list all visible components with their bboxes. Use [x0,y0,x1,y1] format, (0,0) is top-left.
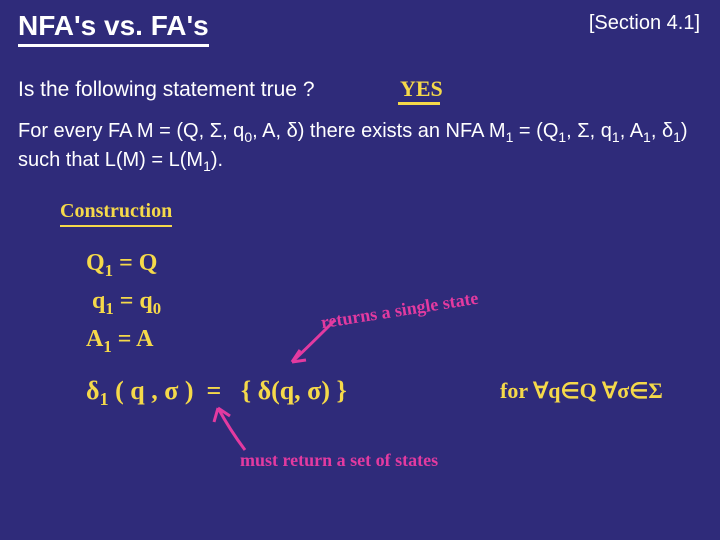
eq-q-set: Q1 = Q [86,250,157,281]
construction-underline [60,225,172,227]
answer-yes: YES [400,76,443,102]
arrow-returns-icon [280,290,360,370]
annotation-must-return-set: must return a set of states [240,450,438,471]
annotation-returns-single: returns a single state [319,288,479,334]
answer-underline [398,102,440,105]
slide-title: NFA's vs. FA's [18,10,209,47]
statement-body: For every FA M = (Q, Σ, q0, A, δ) there … [18,118,700,176]
question-text: Is the following statement true ? [18,78,315,102]
eq-q-start: q1 = q0 [92,288,161,319]
construction-heading: Construction [60,200,172,223]
eq-delta: δ1 ( q , σ ) = { δ(q, σ) } [86,376,347,410]
eq-a-set: A1 = A [86,326,153,357]
section-label: [Section 4.1] [589,12,700,35]
quantifier-text: for ∀q∈Q ∀σ∈Σ [500,378,663,404]
